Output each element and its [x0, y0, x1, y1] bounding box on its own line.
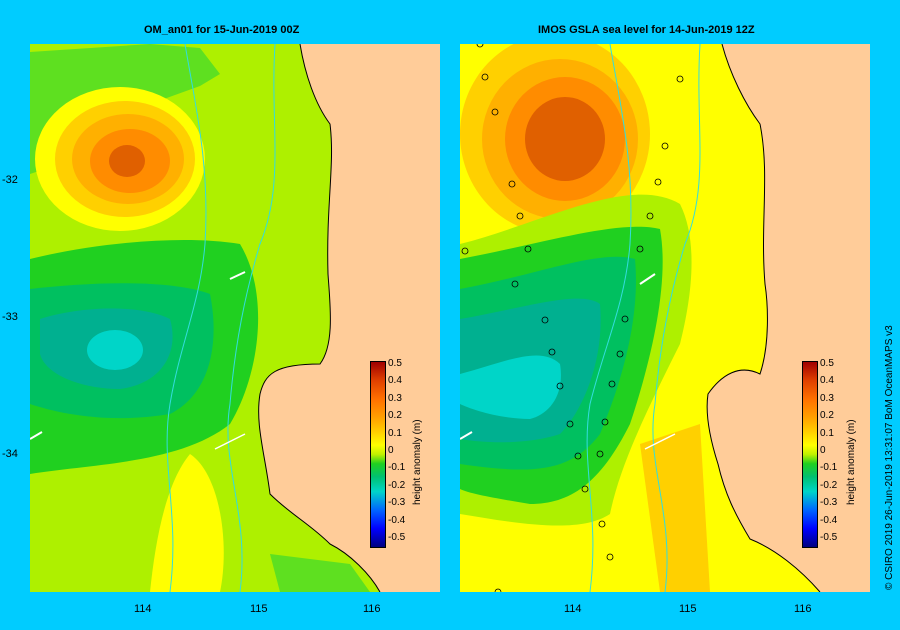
colorbar-tick: -0.4 — [820, 514, 838, 526]
colorbar-tick: -0.3 — [388, 497, 406, 509]
lon-tick: 116 — [794, 603, 812, 615]
colorbar-tick: 0.2 — [820, 410, 834, 422]
left-map[interactable] — [30, 44, 440, 592]
colorbar-tick: 0.5 — [388, 358, 402, 369]
colorbar-tick: -0.1 — [820, 462, 838, 474]
colorbar-tick: -0.1 — [388, 462, 406, 474]
credit-text: © CSIRO 2019 26-Jun-2019 13:31:07 BoM Oc… — [884, 325, 895, 590]
lon-tick: 115 — [679, 603, 697, 615]
colorbar-tick: -0.2 — [820, 479, 838, 491]
colorbar-tick: 0.1 — [820, 427, 834, 439]
colorbar-tick: 0.4 — [820, 375, 834, 387]
colorbar-tick: 0.1 — [388, 427, 402, 439]
colorbar-tick: -0.4 — [388, 514, 406, 526]
lat-tick: -33 — [2, 311, 18, 323]
colorbar-tick: -0.5 — [820, 532, 838, 544]
colorbar-tick: -0.2 — [388, 479, 406, 491]
right-map[interactable] — [460, 44, 870, 592]
left-colorbar-ticks: 0.5 0.4 0.3 0.2 0.1 0 -0.1 -0.2 -0.3 -0.… — [388, 355, 405, 546]
colorbar-tick: -0.5 — [388, 532, 406, 544]
left-colorbar-label: height anomaly (m) — [412, 419, 423, 505]
right-colorbar — [802, 361, 818, 548]
colorbar-tick: 0.3 — [388, 392, 402, 404]
left-map-title: OM_an01 for 15-Jun-2019 00Z — [144, 24, 300, 36]
colorbar-tick: 0.4 — [388, 375, 402, 387]
lat-tick: -32 — [2, 174, 18, 186]
lon-tick: 114 — [134, 603, 152, 615]
lon-tick: 116 — [363, 603, 381, 615]
colorbar-tick: -0.3 — [820, 497, 838, 509]
lon-tick: 115 — [250, 603, 268, 615]
right-colorbar-label: height anomaly (m) — [846, 419, 857, 505]
colorbar-tick: 0.3 — [820, 392, 834, 404]
lat-tick: -34 — [2, 448, 18, 460]
right-map-title: IMOS GSLA sea level for 14-Jun-2019 12Z — [538, 24, 755, 36]
left-colorbar — [370, 361, 386, 548]
colorbar-tick: 0.2 — [388, 410, 402, 422]
colorbar-tick: 0 — [388, 445, 394, 457]
colorbar-tick: 0 — [820, 445, 826, 457]
lon-tick: 114 — [564, 603, 582, 615]
colorbar-tick: 0.5 — [820, 358, 834, 369]
right-colorbar-ticks: 0.5 0.4 0.3 0.2 0.1 0 -0.1 -0.2 -0.3 -0.… — [820, 355, 837, 546]
